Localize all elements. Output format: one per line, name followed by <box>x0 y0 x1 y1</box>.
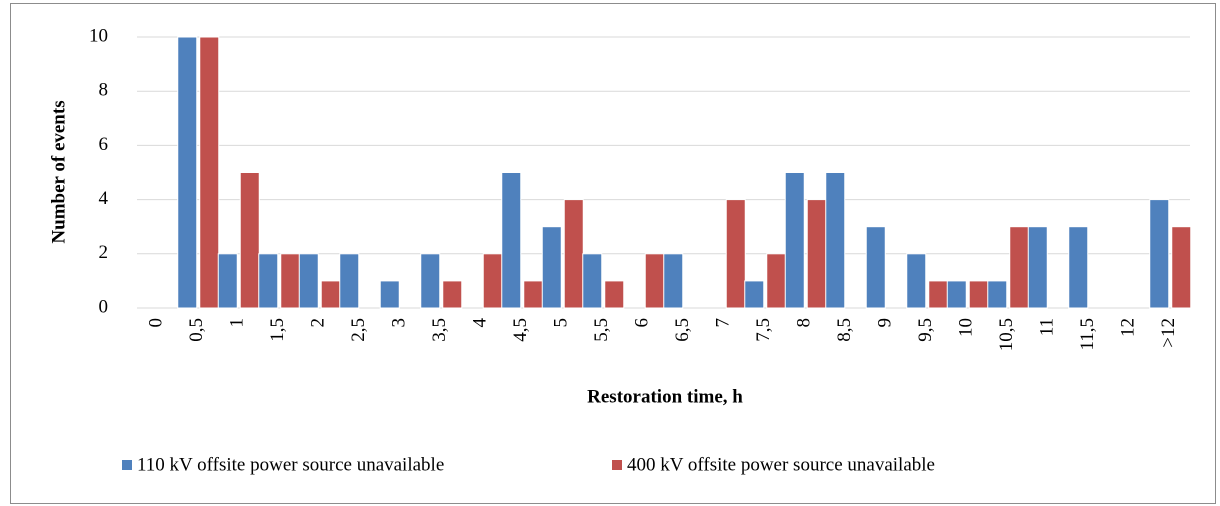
bar <box>1009 226 1030 309</box>
bar <box>644 253 665 309</box>
x-tick-label: 5,5 <box>591 318 612 342</box>
bar <box>806 199 827 309</box>
bar <box>320 280 341 309</box>
legend-label: 400 kV offsite power source unavailable <box>627 454 935 475</box>
x-tick-label: 4,5 <box>510 318 531 342</box>
x-tick-label: 0 <box>146 318 167 328</box>
x-tick-label: 5 <box>551 318 572 328</box>
bar <box>420 253 441 309</box>
bar <box>1068 226 1089 309</box>
bar <box>725 199 746 309</box>
bar <box>379 280 400 309</box>
x-tick-label: 2,5 <box>348 318 369 342</box>
bar <box>766 253 787 309</box>
y-axis-title: Number of events <box>48 100 69 243</box>
bar <box>744 280 765 309</box>
bar <box>501 172 522 309</box>
x-tick-label: 3,5 <box>429 318 450 342</box>
x-tick-label: 0,5 <box>186 318 207 342</box>
x-tick-label: 4 <box>470 318 491 328</box>
y-tick-label: 4 <box>99 188 109 209</box>
bar <box>442 280 463 309</box>
x-tick-label: 7,5 <box>753 318 774 342</box>
x-tick-label: 2 <box>308 318 329 328</box>
y-tick-label: 6 <box>99 134 109 155</box>
bar <box>987 280 1008 309</box>
x-tick-label: 3 <box>389 318 410 328</box>
y-tick-label: 8 <box>99 80 109 101</box>
bar <box>298 253 319 309</box>
x-tick-label: 7 <box>713 318 734 328</box>
x-tick-label: 11 <box>1037 318 1058 336</box>
legend-label: 110 kV offsite power source unavailable <box>137 454 444 475</box>
x-tick-label: 9,5 <box>915 318 936 342</box>
y-tick-label: 10 <box>89 25 108 46</box>
x-tick-label: 12 <box>1118 318 1139 337</box>
bar <box>339 253 360 309</box>
x-tick-label: 10,5 <box>996 318 1017 351</box>
x-tick-label: 6 <box>632 318 653 328</box>
bar <box>604 280 625 309</box>
x-tick-label: 1,5 <box>267 318 288 342</box>
bar <box>865 226 886 309</box>
legend-swatch <box>612 460 622 470</box>
legend-swatch <box>122 460 132 470</box>
bar <box>906 253 927 309</box>
x-tick-label: 10 <box>956 318 977 337</box>
bar <box>280 253 301 309</box>
bar <box>239 172 260 309</box>
bar <box>663 253 684 309</box>
bar <box>563 199 584 309</box>
bar <box>825 172 846 309</box>
bar <box>177 36 198 309</box>
bar <box>946 280 967 309</box>
bar <box>482 253 503 309</box>
bar <box>258 253 279 309</box>
bar <box>1149 199 1170 309</box>
bar <box>217 253 238 309</box>
bar <box>1171 226 1192 309</box>
bar <box>582 253 603 309</box>
x-tick-label: 9 <box>875 318 896 328</box>
bar <box>541 226 562 309</box>
y-tick-label: 2 <box>99 242 109 263</box>
bar <box>523 280 544 309</box>
bar <box>784 172 805 309</box>
x-tick-label: 6,5 <box>672 318 693 342</box>
x-axis-title: Restoration time, h <box>587 386 743 407</box>
x-tick-label: 8,5 <box>834 318 855 342</box>
bar <box>928 280 949 309</box>
bar <box>968 280 989 309</box>
x-tick-label: 8 <box>794 318 815 328</box>
bar <box>199 36 220 309</box>
y-tick-label: 0 <box>99 296 109 317</box>
bar <box>1027 226 1048 309</box>
x-tick-label: 1 <box>227 318 248 328</box>
x-tick-label: 11,5 <box>1077 318 1098 351</box>
x-tick-label: >12 <box>1158 318 1179 348</box>
